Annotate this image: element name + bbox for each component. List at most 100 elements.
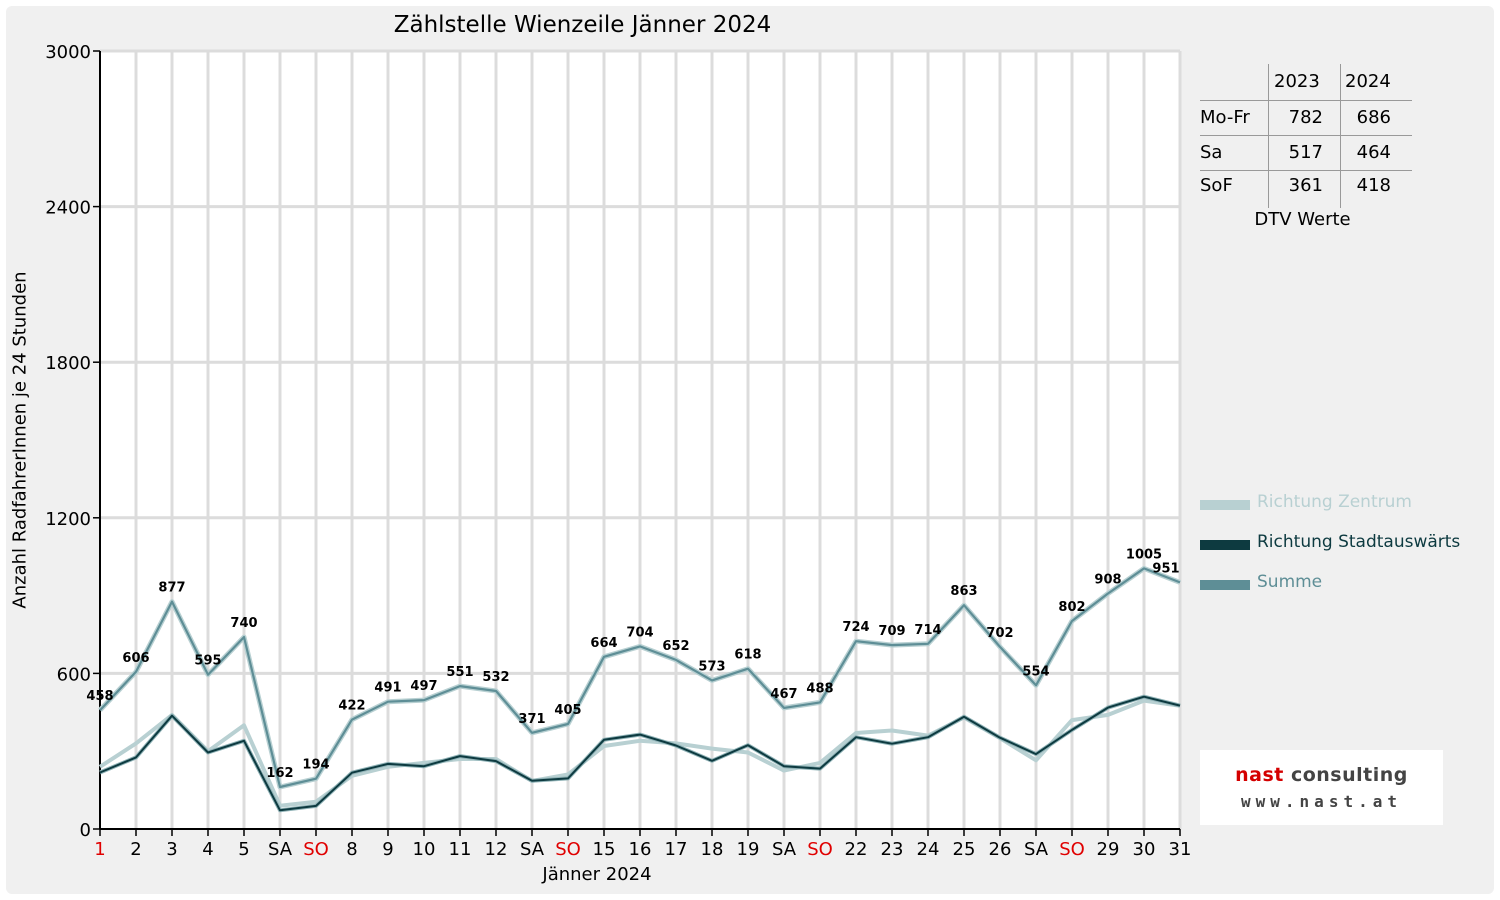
logo-url: www.nast.at [1241, 792, 1402, 811]
legend-label: Richtung Zentrum [1257, 492, 1412, 512]
x-tick-label: 16 [629, 839, 652, 860]
x-tick-label: SA [1024, 839, 1049, 860]
data-label: 1005 [1126, 547, 1162, 562]
data-label: 908 [1094, 573, 1121, 588]
dtv-cell: 361 [1288, 175, 1323, 196]
x-tick-label: 25 [953, 839, 976, 860]
dtv-divider [1340, 64, 1341, 208]
x-tick-label: 15 [593, 839, 616, 860]
x-tick-label: 12 [485, 839, 508, 860]
x-tick-label: SA [268, 839, 293, 860]
x-tick-label: SO [1059, 839, 1085, 860]
data-label: 595 [194, 654, 221, 669]
x-tick-label: 31 [1169, 839, 1192, 860]
data-label: 877 [158, 581, 185, 596]
data-label: 371 [518, 712, 545, 727]
legend-label: Summe [1257, 572, 1323, 592]
dtv-row-label: Sa [1200, 142, 1223, 163]
y-tick-label: 3000 [45, 42, 91, 63]
legend-swatch [1200, 580, 1250, 590]
data-label: 802 [1058, 600, 1085, 615]
x-tick-label: 24 [917, 839, 940, 860]
x-tick-label: SO [555, 839, 581, 860]
dtv-divider [1268, 64, 1269, 208]
x-tick-label: 26 [989, 839, 1012, 860]
data-label: 951 [1152, 561, 1179, 576]
data-label: 491 [374, 681, 401, 696]
x-tick-label: 3 [166, 839, 177, 860]
data-label: 162 [266, 766, 293, 781]
x-tick-label: 23 [881, 839, 904, 860]
dtv-row-label: SoF [1200, 175, 1233, 196]
x-tick-label: 1 [94, 839, 105, 860]
y-axis-label: Anzahl RadfahrerInnen je 24 Stunden [9, 271, 31, 609]
data-label: 652 [662, 639, 689, 654]
x-tick-label: 4 [202, 839, 213, 860]
dtv-cell: 686 [1356, 107, 1391, 128]
data-label: 606 [122, 651, 149, 666]
x-tick-label: 10 [413, 839, 436, 860]
data-label: 554 [1022, 664, 1049, 679]
dtv-caption: DTV Werte [1254, 209, 1351, 230]
x-tick-label: SA [520, 839, 545, 860]
dtv-divider [1200, 135, 1412, 136]
data-label: 724 [842, 620, 869, 635]
data-label: 467 [770, 687, 797, 702]
x-tick-label: 29 [1097, 839, 1120, 860]
data-label: 405 [554, 703, 581, 718]
legend-label: Richtung Stadtauswärts [1257, 532, 1461, 552]
data-label: 532 [482, 670, 509, 685]
data-label: 551 [446, 665, 473, 680]
dtv-cell: 418 [1356, 175, 1391, 196]
data-label: 664 [590, 636, 617, 651]
data-label: 709 [878, 624, 905, 639]
data-label: 863 [950, 584, 977, 599]
data-label: 704 [626, 625, 653, 640]
data-label: 458 [86, 689, 113, 704]
legend-swatch [1200, 500, 1250, 510]
y-tick-label: 0 [80, 820, 91, 841]
x-tick-label: SA [772, 839, 797, 860]
logo-name: nast consulting [1235, 764, 1408, 786]
y-tick-label: 1800 [45, 353, 91, 374]
dtv-table: 2023 2024 Mo-Fr 782 686 Sa 517 464 SoF 3… [1200, 64, 1412, 208]
data-label: 702 [986, 626, 1013, 641]
y-tick-label: 1200 [45, 509, 91, 530]
data-label: 618 [734, 648, 761, 663]
x-tick-label: 8 [346, 839, 357, 860]
data-label: 573 [698, 659, 725, 674]
x-tick-label: 18 [701, 839, 724, 860]
dtv-divider [1200, 100, 1412, 101]
series-line-stadtauswaerts [99, 695, 1181, 812]
chart-title: Zählstelle Wienzeile Jänner 2024 [393, 12, 772, 38]
data-label: 194 [302, 758, 329, 773]
x-axis-label: Jänner 2024 [542, 864, 652, 885]
dtv-header-2024: 2024 [1345, 71, 1391, 92]
x-tick-label: 11 [449, 839, 472, 860]
dtv-cell: 782 [1288, 107, 1323, 128]
y-tick-label: 600 [57, 664, 91, 685]
data-label: 740 [230, 616, 257, 631]
x-tick-label: 2 [130, 839, 141, 860]
dtv-header-2023: 2023 [1274, 71, 1320, 92]
y-tick-label: 2400 [45, 198, 91, 219]
x-tick-label: 5 [238, 839, 249, 860]
x-tick-label: 19 [737, 839, 760, 860]
data-label: 422 [338, 699, 365, 714]
data-label: 488 [806, 681, 833, 696]
dtv-divider [1200, 170, 1412, 171]
data-label: 497 [410, 679, 437, 694]
series-line-summe [99, 567, 1181, 789]
legend-swatch [1200, 540, 1250, 550]
data-label: 714 [914, 623, 941, 638]
dtv-row-label: Mo-Fr [1200, 107, 1250, 128]
x-tick-label: 30 [1133, 839, 1156, 860]
x-tick-label: 9 [382, 839, 393, 860]
dtv-cell: 464 [1356, 142, 1391, 163]
company-logo: nast consulting www.nast.at [1200, 750, 1443, 825]
x-tick-label: 22 [845, 839, 868, 860]
x-tick-label: SO [303, 839, 329, 860]
x-tick-label: SO [807, 839, 833, 860]
x-tick-label: 17 [665, 839, 688, 860]
